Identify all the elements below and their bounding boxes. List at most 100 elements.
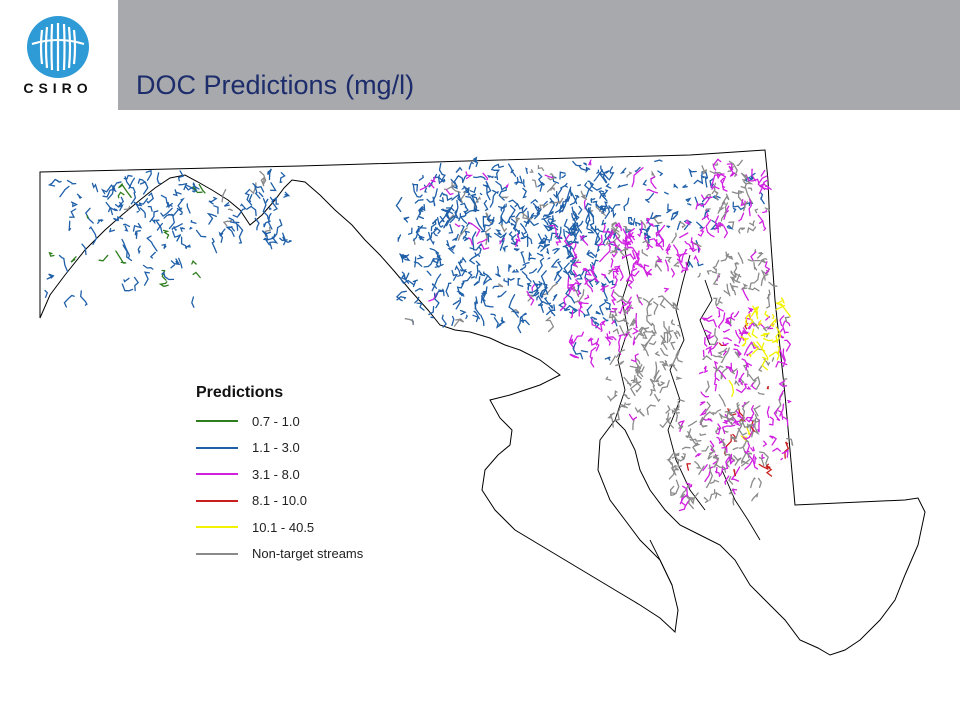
stream-segment — [192, 271, 201, 279]
stream-segment — [714, 190, 719, 201]
stream-segment — [521, 271, 532, 283]
stream-segment — [455, 297, 462, 310]
stream-segment — [745, 174, 760, 184]
stream-segment — [486, 174, 494, 179]
stream-segment — [719, 177, 725, 189]
legend-item: 1.1 - 3.0 — [196, 435, 416, 462]
stream-segment — [728, 380, 735, 398]
stream-segment — [719, 224, 729, 239]
stream-segment — [470, 276, 476, 279]
stream-segment — [607, 412, 615, 419]
stream-segment — [757, 392, 765, 395]
stream-segment — [563, 218, 573, 236]
stream-segment — [528, 251, 532, 261]
stream-segment — [698, 371, 704, 375]
stream-segment — [610, 275, 618, 289]
stream-segment — [482, 184, 490, 188]
legend-swatch — [196, 499, 238, 502]
stream-segment — [750, 446, 755, 452]
stream-segment — [754, 208, 759, 214]
stream-segment — [550, 258, 560, 268]
stream-segment — [589, 264, 598, 283]
stream-segment — [576, 300, 589, 309]
stream-segment — [569, 353, 580, 359]
stream-segment — [724, 320, 731, 325]
stream-segment — [722, 328, 730, 333]
stream-segment — [590, 356, 595, 368]
stream-segment — [107, 184, 115, 200]
stream-segment — [772, 314, 775, 320]
stream-segment — [709, 479, 720, 484]
stream-segment — [456, 175, 464, 183]
stream-segment — [498, 186, 507, 201]
stream-segment — [712, 354, 723, 359]
stream-segment — [532, 280, 539, 297]
stream-segment — [687, 260, 694, 268]
stream-segment — [721, 424, 736, 435]
stream-segment — [637, 296, 642, 303]
stream-segment — [639, 410, 645, 417]
stream-segment — [600, 285, 609, 291]
stream-segment — [703, 318, 717, 328]
stream-segment — [739, 331, 748, 335]
stream-segment — [500, 223, 507, 233]
stream-segment — [143, 271, 151, 286]
legend-label: 1.1 - 3.0 — [252, 440, 300, 456]
stream-segment — [443, 186, 461, 193]
stream-segment — [604, 356, 611, 361]
stream-segment — [649, 369, 660, 387]
stream-segment — [445, 189, 454, 196]
stream-segment — [746, 423, 752, 432]
stream-segment — [282, 236, 292, 244]
stream-segment — [123, 205, 131, 211]
stream-segment — [689, 241, 695, 250]
stream-segment — [254, 217, 260, 231]
stream-segment — [608, 166, 615, 181]
stream-segment — [663, 287, 670, 293]
stream-segment — [649, 223, 655, 227]
stream-segment — [546, 304, 556, 316]
stream-segment — [555, 276, 562, 284]
stream-segment — [701, 355, 712, 361]
stream-segment — [515, 228, 521, 238]
stream-segment — [703, 365, 709, 373]
stream-segment — [515, 207, 528, 218]
stream-segment — [726, 283, 731, 297]
title-main: DOC Predictions — [136, 70, 338, 100]
stream-segment — [176, 207, 183, 215]
stream-segment — [601, 219, 607, 226]
stream-segment — [716, 222, 722, 234]
stream-segment — [693, 171, 704, 185]
stream-segment — [671, 350, 680, 372]
stream-segment — [531, 179, 537, 188]
stream-segment — [262, 197, 269, 220]
stream-segment — [549, 197, 564, 205]
stream-segment — [441, 314, 447, 328]
stream-segment — [701, 445, 709, 452]
stream-segment — [761, 332, 770, 337]
stream-segment — [151, 219, 156, 225]
stream-segment — [714, 466, 721, 478]
stream-segment — [602, 317, 609, 322]
stream-segment — [631, 167, 644, 188]
stream-segment — [500, 209, 505, 222]
stream-segment — [766, 289, 771, 300]
stream-segment — [706, 417, 713, 422]
stream-segment — [711, 182, 717, 195]
stream-segment — [448, 223, 454, 234]
stream-segment — [743, 341, 753, 356]
stream-segment — [436, 216, 444, 228]
stream-segment — [678, 252, 688, 268]
stream-segment — [714, 492, 722, 499]
stream-segment — [709, 170, 724, 175]
stream-segment — [544, 234, 548, 248]
stream-segment — [627, 217, 633, 226]
stream-segment — [80, 290, 88, 306]
stream-segment — [778, 380, 788, 388]
stream-segment — [706, 269, 712, 275]
stream-segment — [158, 281, 169, 288]
stream-segment — [537, 181, 545, 188]
stream-segment — [696, 221, 704, 229]
stream-segment — [671, 479, 680, 495]
stream-segment — [543, 297, 554, 309]
